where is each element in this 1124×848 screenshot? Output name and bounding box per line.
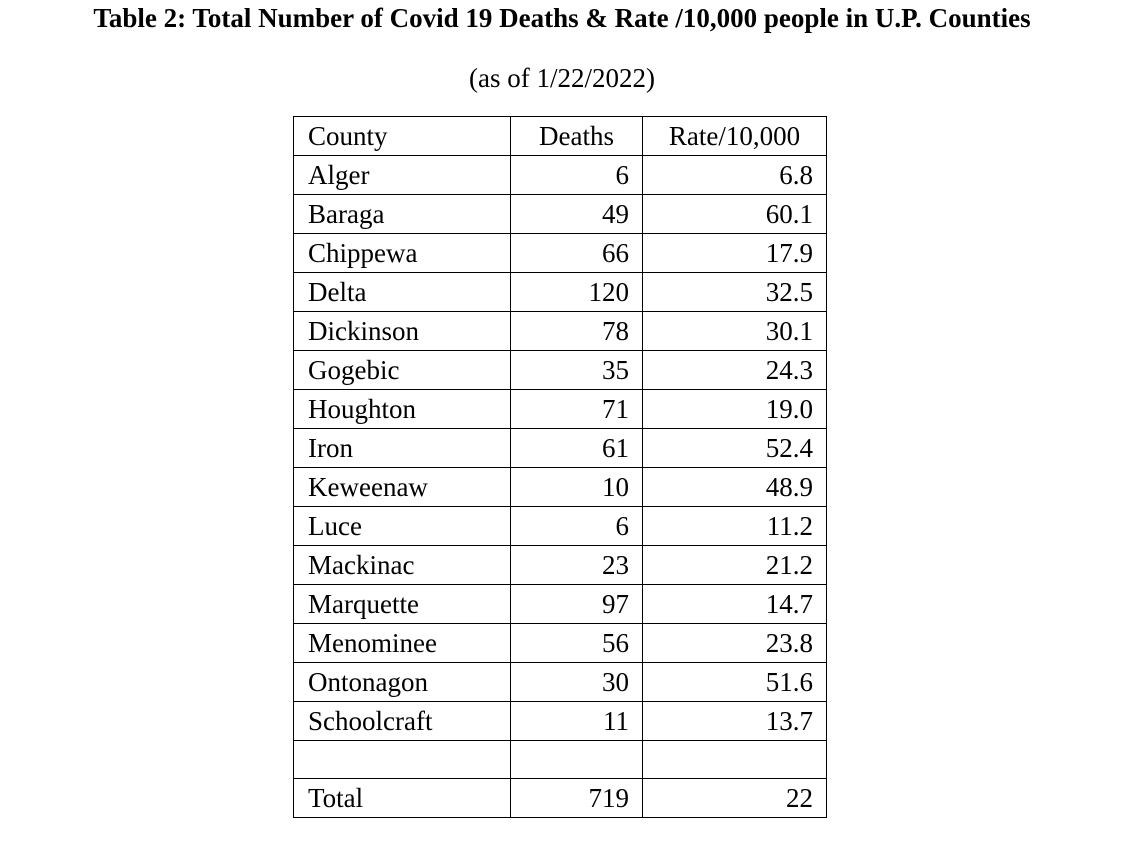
cell-rate: 30.1 (642, 311, 827, 351)
cell-county: Baraga (293, 194, 511, 234)
header-rate: Rate/10,000 (642, 116, 827, 156)
table-row: Marquette 97 14.7 (293, 584, 827, 624)
cell-county: Total (293, 778, 511, 818)
header-county: County (293, 116, 511, 156)
table-row: Baraga 49 60.1 (293, 194, 827, 234)
cell-county: Schoolcraft (293, 701, 511, 741)
cell-rate: 60.1 (642, 194, 827, 234)
table-row: Mackinac 23 21.2 (293, 545, 827, 585)
cell-deaths: 10 (510, 467, 643, 507)
cell-rate: 22 (642, 778, 827, 818)
covid-deaths-table: County Deaths Rate/10,000 Alger 6 6.8 Barag… (293, 116, 827, 818)
cell-county: Iron (293, 428, 511, 468)
cell-county: Keweenaw (293, 467, 511, 507)
cell-county: Dickinson (293, 311, 511, 351)
cell-county: Chippewa (293, 233, 511, 273)
table-row: Chippewa 66 17.9 (293, 233, 827, 273)
cell-rate: 21.2 (642, 545, 827, 585)
cell-deaths: 6 (510, 506, 643, 546)
cell-deaths: 35 (510, 350, 643, 390)
cell-deaths: 120 (510, 272, 643, 312)
cell-county: Menominee (293, 623, 511, 663)
cell-county: Marquette (293, 584, 511, 624)
cell-county: Gogebic (293, 350, 511, 390)
cell-county (293, 740, 511, 779)
table-row: Houghton 71 19.0 (293, 389, 827, 429)
table-row: Iron 61 52.4 (293, 428, 827, 468)
cell-rate: 52.4 (642, 428, 827, 468)
table-row: Delta 120 32.5 (293, 272, 827, 312)
table-row: Menominee 56 23.8 (293, 623, 827, 663)
cell-rate: 17.9 (642, 233, 827, 273)
table-header-row: County Deaths Rate/10,000 (293, 116, 827, 156)
cell-county: Houghton (293, 389, 511, 429)
cell-rate: 24.3 (642, 350, 827, 390)
cell-deaths: 11 (510, 701, 643, 741)
cell-deaths: 97 (510, 584, 643, 624)
table-row: Keweenaw 10 48.9 (293, 467, 827, 507)
cell-rate: 14.7 (642, 584, 827, 624)
cell-county: Mackinac (293, 545, 511, 585)
cell-rate: 48.9 (642, 467, 827, 507)
cell-deaths: 71 (510, 389, 643, 429)
total-row: Total 719 22 (293, 778, 827, 818)
table-title: Table 2: Total Number of Covid 19 Deaths… (93, 3, 1031, 33)
cell-deaths: 66 (510, 233, 643, 273)
table-subtitle: (as of 1/22/2022) (469, 63, 655, 93)
table-row (293, 740, 827, 779)
cell-deaths: 23 (510, 545, 643, 585)
cell-rate: 19.0 (642, 389, 827, 429)
cell-rate: 32.5 (642, 272, 827, 312)
cell-rate: 51.6 (642, 662, 827, 702)
cell-rate: 11.2 (642, 506, 827, 546)
cell-deaths: 719 (510, 778, 643, 818)
table-row: Ontonagon 30 51.6 (293, 662, 827, 702)
table-row: Alger 6 6.8 (293, 155, 827, 195)
cell-deaths: 61 (510, 428, 643, 468)
cell-deaths: 30 (510, 662, 643, 702)
cell-county: Alger (293, 155, 511, 195)
cell-deaths: 6 (510, 155, 643, 195)
cell-county: Ontonagon (293, 662, 511, 702)
table-row: Dickinson 78 30.1 (293, 311, 827, 351)
cell-county: Delta (293, 272, 511, 312)
cell-rate: 23.8 (642, 623, 827, 663)
cell-rate (642, 740, 827, 779)
table-row: Luce 6 11.2 (293, 506, 827, 546)
cell-deaths (510, 740, 643, 779)
cell-deaths: 49 (510, 194, 643, 234)
table-row: Gogebic 35 24.3 (293, 350, 827, 390)
cell-deaths: 78 (510, 311, 643, 351)
cell-county: Luce (293, 506, 511, 546)
cell-rate: 6.8 (642, 155, 827, 195)
table-row: Schoolcraft 11 13.7 (293, 701, 827, 741)
cell-deaths: 56 (510, 623, 643, 663)
table-body: County Deaths Rate/10,000 Alger 6 6.8 Barag… (293, 116, 827, 818)
cell-rate: 13.7 (642, 701, 827, 741)
header-deaths: Deaths (510, 116, 643, 156)
